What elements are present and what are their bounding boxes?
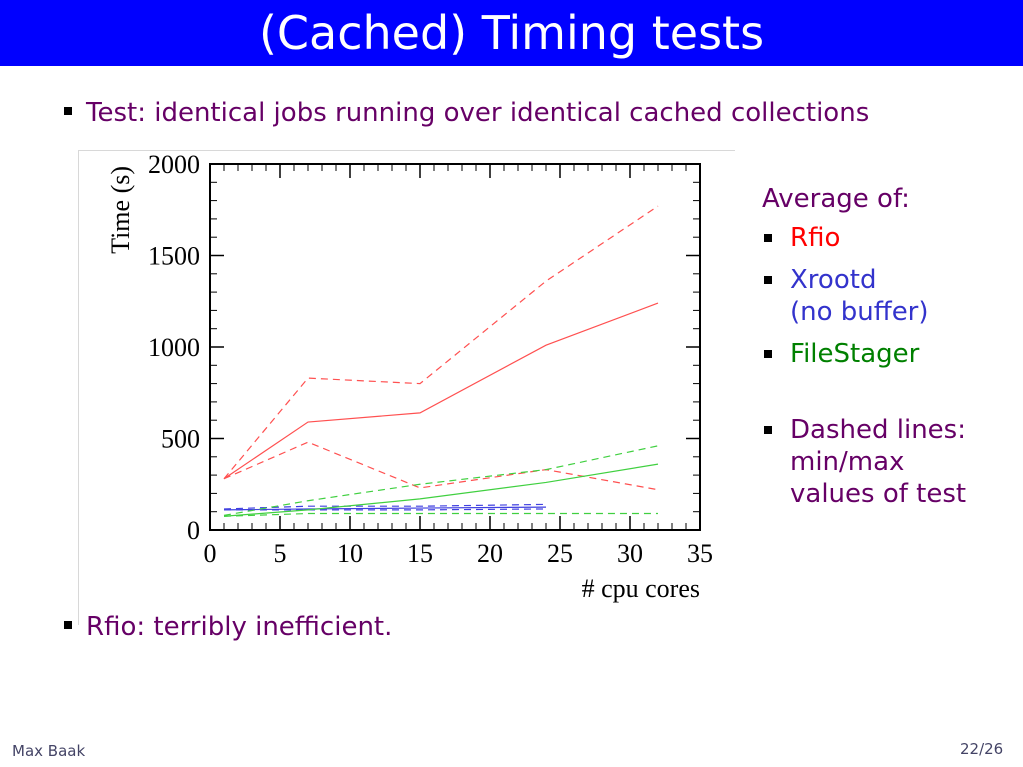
y-tick-label: 1500 [148,242,200,271]
series-line-8 [223,512,658,517]
note-line-1: Dashed lines: [790,415,966,445]
bullet-square-icon [764,234,772,242]
legend-note: Dashed lines: min/max values of test [762,414,1012,510]
bullet-rfio: Rfio: terribly inefficient. [64,612,392,642]
y-tick-label: 1000 [148,333,200,362]
note-line-2: min/max [790,447,905,477]
slide-title: (Cached) Timing tests [0,0,1023,66]
x-tick-label: 10 [337,539,363,568]
legend-label-xrootd: Xrootd [790,265,877,295]
legend-item-filestager: FileStager [762,338,1012,370]
legend-label-filestager: FileStager [790,339,920,369]
legend-item-xrootd: Xrootd (no buffer) [762,264,1012,328]
legend-heading: Average of: [762,184,910,214]
x-tick-label: 30 [617,539,643,568]
x-tick-label: 35 [687,539,713,568]
chart-svg: 0 500 1000 1500 2000 0 5 10 15 20 25 30 35 # cpu core… [106,151,713,603]
note-line-3: values of test [790,479,967,509]
series-line-2 [223,441,659,491]
legend-item-rfio: Rfio [762,222,1012,254]
timing-chart: 0 500 1000 1500 2000 0 5 10 15 20 25 30 35 # cpu core… [78,150,735,625]
y-tick-label: 500 [161,425,200,454]
x-tick-label: 25 [547,539,573,568]
bullet-test: Test: identical jobs running over identi… [64,98,869,128]
bullet-square-icon [64,620,72,629]
bullet-text: Rfio: terribly inefficient. [86,612,393,642]
plot-frame [209,163,701,531]
series-line-0 [223,302,659,480]
legend-label-xrootd-note: (no buffer) [790,297,929,327]
series-line-7 [223,445,659,516]
footer-author: Max Baak [12,742,86,760]
series-line-1 [223,205,659,480]
bullet-square-icon [764,426,772,434]
series-line-6 [223,463,659,517]
x-tick-label: 15 [407,539,433,568]
y-tick-label: 2000 [148,151,200,179]
bullet-square-icon [64,106,72,115]
x-tick-label: 20 [477,539,503,568]
bullet-square-icon [764,350,772,358]
legend-label-rfio: Rfio [790,223,841,253]
bullet-square-icon [764,276,772,284]
series-line-5 [224,508,547,511]
legend-panel: Average of: Rfio Xrootd (no buffer) File… [762,184,1012,520]
y-tick-label: 0 [187,516,200,545]
x-tick-label: 0 [204,539,217,568]
x-tick-label: 5 [274,539,287,568]
y-axis-label: Time (s) [106,166,135,254]
bullet-text: Test: identical jobs running over identi… [86,98,870,128]
footer-page: 22/26 [960,740,1004,758]
x-axis-label: # cpu cores [582,574,700,603]
